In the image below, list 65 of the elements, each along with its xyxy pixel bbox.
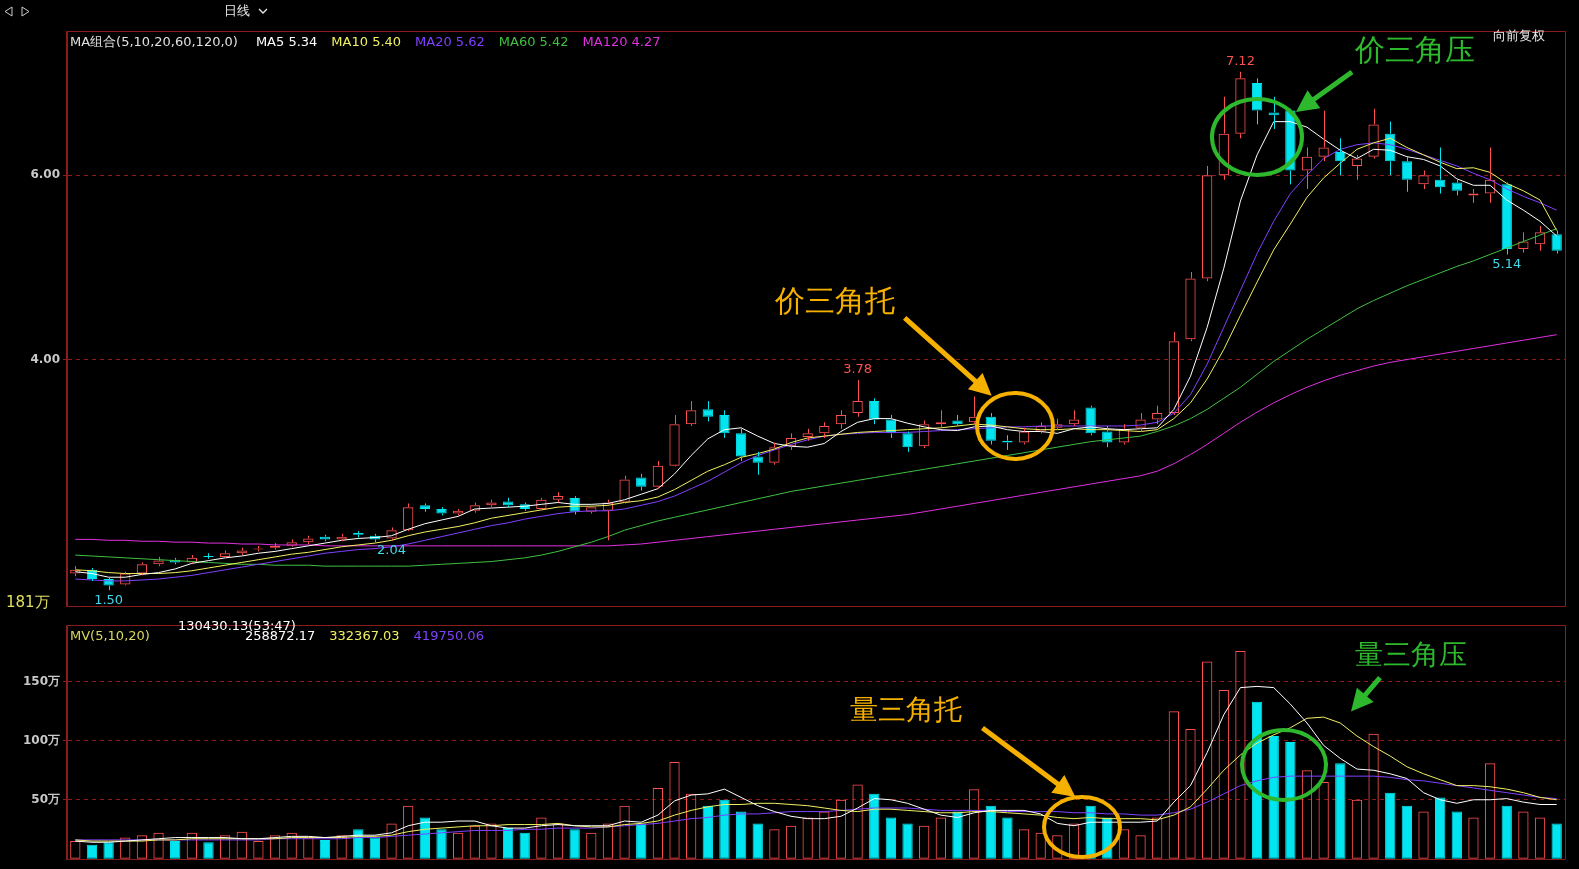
candlestick <box>419 502 431 513</box>
bar <box>885 817 897 859</box>
bar <box>952 811 963 859</box>
bar <box>1501 805 1512 859</box>
y-tick-label: 100万 <box>22 732 60 747</box>
bar <box>719 799 730 859</box>
text: 332367.03 <box>329 627 400 643</box>
bar <box>1268 736 1279 859</box>
bar <box>1435 797 1446 859</box>
text: MA20 5.62 <box>415 33 485 49</box>
candlestick <box>735 428 747 462</box>
bar <box>1002 817 1013 859</box>
bar <box>369 837 381 859</box>
y-tick-label: 6.00 <box>30 167 60 182</box>
candlestick <box>719 409 730 439</box>
legend-title: MV(5,10,20) <box>70 627 150 643</box>
bar <box>1385 792 1396 859</box>
candlestick <box>1268 96 1279 130</box>
y-tick-label: 4.00 <box>30 351 60 366</box>
y-tick-label: 50万 <box>31 791 60 806</box>
annotation: 向前复权 <box>1493 28 1545 44</box>
annotation: 3.78 <box>843 360 873 376</box>
candlestick <box>1401 156 1413 193</box>
bar <box>436 829 447 859</box>
annotation: 量三角压 <box>1355 638 1467 672</box>
annotation: 7.12 <box>1225 52 1255 68</box>
text: 419750.06 <box>413 627 484 643</box>
bar <box>735 811 747 859</box>
bar <box>752 823 763 859</box>
annotation: 价三角托 <box>774 282 895 318</box>
bar <box>1551 823 1562 859</box>
candlestick <box>869 397 880 425</box>
bar <box>170 841 181 859</box>
bar <box>569 829 580 859</box>
y-tick-label: 150万 <box>22 673 60 688</box>
bar <box>319 839 331 859</box>
bar <box>1451 811 1462 859</box>
text: MA5 5.34 <box>255 33 318 49</box>
legend-title: MA组合(5,10,20,60,120,0) <box>70 33 238 49</box>
bar <box>702 805 713 859</box>
annotation: 2.04 <box>377 542 407 558</box>
text: MA10 5.40 <box>331 33 402 49</box>
candlestick <box>902 431 913 453</box>
candlestick <box>952 414 963 427</box>
candlestick <box>1451 179 1462 196</box>
candlestick <box>636 473 647 492</box>
bar <box>1285 741 1296 859</box>
bar <box>502 828 514 859</box>
bar <box>636 823 647 859</box>
bar <box>902 823 913 859</box>
bar <box>1335 763 1346 859</box>
candlestick <box>752 451 763 476</box>
text: MA120 4.27 <box>582 33 661 49</box>
bar <box>869 793 880 859</box>
bar <box>519 832 530 859</box>
annotation: 价三角压 <box>1354 31 1475 67</box>
candlestick <box>702 400 713 422</box>
bar <box>985 805 996 859</box>
annotation: 1.50 <box>94 592 124 607</box>
bar <box>1401 805 1413 859</box>
chart-subtitle: 日线 <box>224 3 250 19</box>
text: 181万 <box>6 592 50 611</box>
annotation: 5.14 <box>1492 256 1522 272</box>
text: MA60 5.42 <box>498 33 569 49</box>
annotation: 量三角托 <box>850 693 962 727</box>
